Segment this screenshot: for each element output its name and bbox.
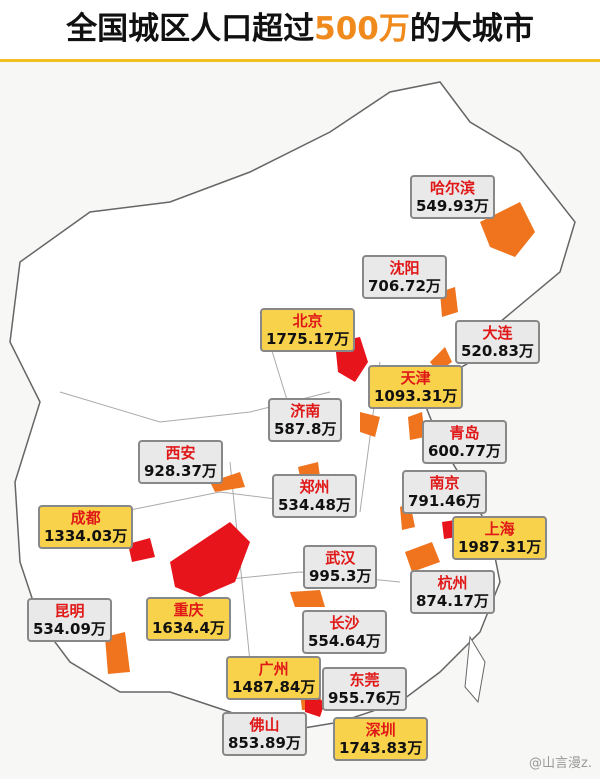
city-name: 哈尔滨 (429, 179, 475, 197)
city-population: 520.83万 (461, 342, 534, 360)
city-population: 587.8万 (274, 420, 337, 438)
title-part: 的大城市 (409, 11, 534, 47)
city-name: 佛山 (249, 716, 280, 734)
title: 全国城区人口超过500万的大城市 (0, 0, 600, 62)
city-name: 东莞 (349, 671, 380, 689)
city-population: 1334.03万 (44, 527, 128, 545)
city-name: 上海 (484, 520, 515, 538)
city-label: 佛山 853.89万 (222, 712, 307, 756)
city-label: 沈阳 706.72万 (362, 255, 447, 299)
city-label: 杭州 874.17万 (410, 570, 495, 614)
city-population: 1634.4万 (152, 619, 225, 637)
city-label: 南京 791.46万 (402, 470, 487, 514)
city-population: 928.37万 (144, 462, 217, 480)
city-name: 重庆 (173, 601, 204, 619)
title-part: 全国城区人口超过 (66, 11, 315, 47)
city-name: 武汉 (325, 549, 356, 567)
city-label: 哈尔滨 549.93万 (410, 175, 495, 219)
city-label: 西安 928.37万 (138, 440, 223, 484)
city-population: 600.77万 (428, 442, 501, 460)
city-name: 西安 (165, 444, 196, 462)
city-population: 706.72万 (368, 277, 441, 295)
city-population: 791.46万 (408, 492, 481, 510)
city-population: 853.89万 (228, 734, 301, 752)
city-label: 大连 520.83万 (455, 320, 540, 364)
city-population: 995.3万 (309, 567, 372, 585)
city-name: 成都 (70, 509, 101, 527)
city-label: 长沙 554.64万 (302, 610, 387, 654)
city-label: 武汉 995.3万 (303, 545, 378, 589)
title-highlight: 500万 (314, 11, 410, 47)
city-population: 534.09万 (33, 620, 106, 638)
city-label: 广州 1487.84万 (226, 656, 322, 700)
city-name: 青岛 (449, 424, 480, 442)
city-name: 大连 (482, 324, 513, 342)
city-name: 深圳 (365, 721, 396, 739)
city-population: 1487.84万 (232, 678, 316, 696)
city-name: 杭州 (437, 574, 468, 592)
city-label: 深圳 1743.83万 (333, 717, 429, 761)
city-population: 1743.83万 (339, 739, 423, 757)
city-label: 昆明 534.09万 (27, 598, 112, 642)
city-name: 昆明 (54, 602, 85, 620)
city-population: 955.76万 (328, 689, 401, 707)
city-population: 1775.17万 (266, 330, 350, 348)
city-population: 1093.31万 (374, 387, 458, 405)
taiwan (464, 635, 486, 704)
city-name: 郑州 (299, 478, 330, 496)
city-population: 549.93万 (416, 197, 489, 215)
city-population: 534.48万 (278, 496, 351, 514)
borders (59, 311, 401, 663)
city-name: 南京 (429, 474, 460, 492)
city-name: 广州 (258, 660, 289, 678)
city-label: 成都 1334.03万 (38, 505, 134, 549)
city-population: 554.64万 (308, 632, 381, 650)
city-label: 青岛 600.77万 (422, 420, 507, 464)
city-population: 874.17万 (416, 592, 489, 610)
city-label: 北京 1775.17万 (260, 308, 356, 352)
city-label: 东莞 955.76万 (322, 667, 407, 711)
city-population: 1987.31万 (458, 538, 542, 556)
city-name: 天津 (400, 369, 431, 387)
city-name: 沈阳 (389, 259, 420, 277)
watermark: @山言漫z. (529, 756, 592, 771)
city-label: 济南 587.8万 (268, 398, 343, 442)
city-name: 北京 (292, 312, 323, 330)
city-label: 重庆 1634.4万 (146, 597, 231, 641)
city-name: 长沙 (329, 614, 360, 632)
city-label: 上海 1987.31万 (452, 516, 548, 560)
city-label: 郑州 534.48万 (272, 474, 357, 518)
city-label: 天津 1093.31万 (368, 365, 464, 409)
city-name: 济南 (290, 402, 321, 420)
